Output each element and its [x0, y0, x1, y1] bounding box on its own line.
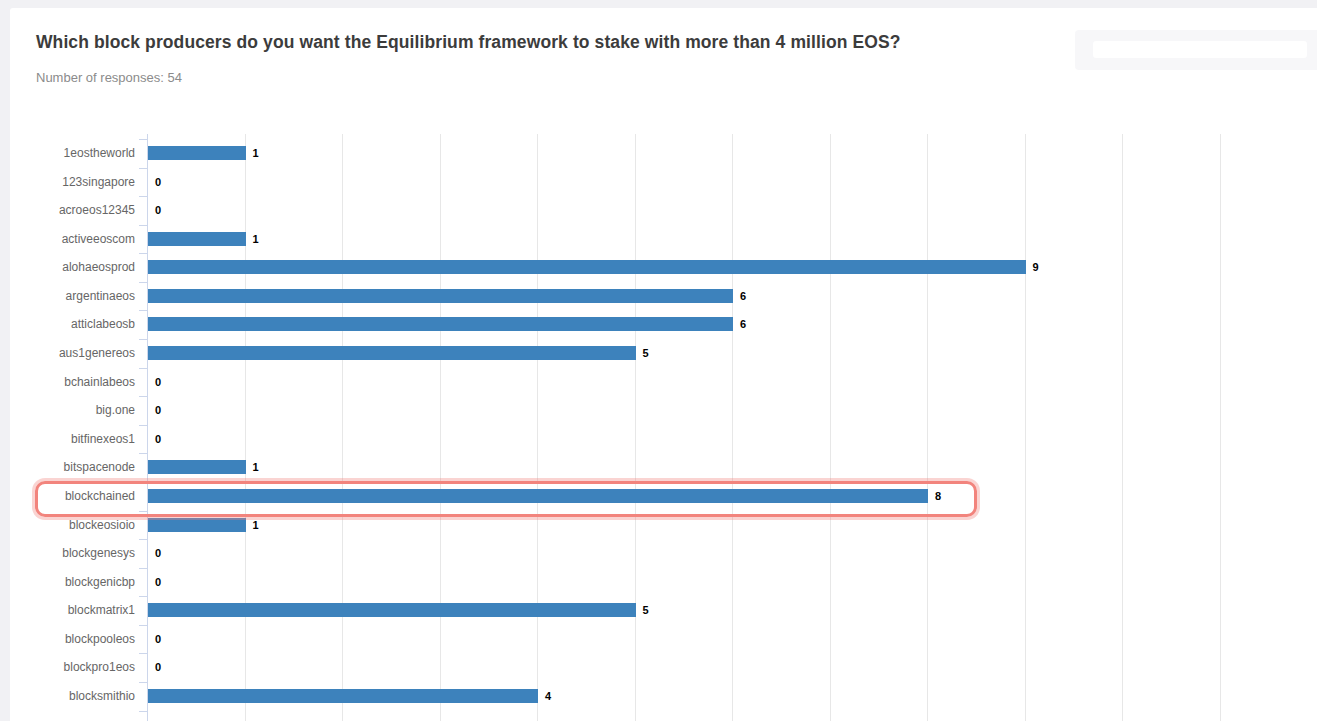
value-label: 0	[155, 576, 161, 588]
axis-tick	[139, 711, 147, 712]
faded-overlay-button[interactable]	[1075, 30, 1317, 70]
axis-tick	[139, 368, 147, 369]
value-label: 1	[253, 233, 259, 245]
axis-tick	[139, 453, 147, 454]
value-label: 6	[740, 318, 746, 330]
x-gridline	[245, 134, 246, 721]
value-label: 0	[155, 376, 161, 388]
axis-tick	[139, 168, 147, 169]
value-label: 5	[643, 604, 649, 616]
category-label: 1eostheworld	[10, 146, 135, 160]
value-label: 0	[155, 204, 161, 216]
axis-tick	[139, 539, 147, 540]
value-label: 0	[155, 661, 161, 673]
axis-tick	[139, 139, 147, 140]
category-label: alohaeosprod	[10, 260, 135, 274]
survey-result-card: Which block producers do you want the Eq…	[10, 8, 1317, 721]
value-label: 0	[155, 176, 161, 188]
responses-count-label: Number of responses: 54	[36, 70, 182, 85]
category-label: argentinaeos	[10, 289, 135, 303]
x-gridline	[1220, 134, 1221, 721]
bar[interactable]	[148, 146, 246, 160]
axis-tick	[139, 568, 147, 569]
x-gridline	[635, 134, 636, 721]
category-label: big.one	[10, 403, 135, 417]
category-label: blockpro1eos	[10, 660, 135, 674]
value-label: 0	[155, 633, 161, 645]
axis-tick	[139, 511, 147, 512]
bar-chart: 1eostheworld 1 123singapore 0 acroeos12345 0 a…	[10, 134, 1317, 721]
bar[interactable]	[148, 603, 636, 617]
axis-tick	[139, 682, 147, 683]
bar[interactable]	[148, 460, 246, 474]
category-label: activeeoscom	[10, 232, 135, 246]
category-label: 123singapore	[10, 175, 135, 189]
category-label: blockchained	[10, 489, 135, 503]
bar[interactable]	[148, 518, 246, 532]
axis-tick	[139, 625, 147, 626]
category-label: blockpooleos	[10, 632, 135, 646]
axis-tick	[139, 282, 147, 283]
value-label: 9	[1033, 261, 1039, 273]
x-gridline	[440, 134, 441, 721]
bar[interactable]	[148, 232, 246, 246]
value-label: 0	[155, 404, 161, 416]
bar[interactable]	[148, 289, 733, 303]
value-label: 4	[545, 690, 551, 702]
x-gridline	[927, 134, 928, 721]
axis-tick	[139, 396, 147, 397]
axis-tick	[139, 596, 147, 597]
faded-button-label	[1093, 41, 1307, 58]
value-label: 0	[155, 433, 161, 445]
value-label: 1	[253, 461, 259, 473]
value-label: 1	[253, 519, 259, 531]
value-label: 0	[155, 547, 161, 559]
question-title: Which block producers do you want the Eq…	[36, 32, 1077, 53]
category-label: atticlabeosb	[10, 317, 135, 331]
value-label: 8	[935, 490, 941, 502]
bar[interactable]	[148, 317, 733, 331]
axis-tick	[139, 339, 147, 340]
x-gridline	[342, 134, 343, 721]
axis-tick	[139, 225, 147, 226]
axis-tick	[139, 196, 147, 197]
category-label: bitspacenode	[10, 460, 135, 474]
bar[interactable]	[148, 260, 1026, 274]
axis-tick	[139, 482, 147, 483]
category-label: blockeosioio	[10, 518, 135, 532]
x-gridline	[1025, 134, 1026, 721]
category-label: blocksmithio	[10, 689, 135, 703]
axis-tick	[139, 653, 147, 654]
value-label: 6	[740, 290, 746, 302]
x-gridline	[732, 134, 733, 721]
x-gridline	[1122, 134, 1123, 721]
category-label: acroeos12345	[10, 203, 135, 217]
category-label: blockgenicbp	[10, 575, 135, 589]
bar[interactable]	[148, 489, 928, 503]
category-label: blockgenesys	[10, 546, 135, 560]
page-background: Which block producers do you want the Eq…	[0, 0, 1317, 721]
x-gridline	[537, 134, 538, 721]
value-label: 5	[643, 347, 649, 359]
category-label: bchainlabeos	[10, 375, 135, 389]
bar[interactable]	[148, 689, 538, 703]
axis-tick	[139, 310, 147, 311]
y-axis-line	[147, 134, 148, 721]
axis-tick	[139, 425, 147, 426]
value-label: 1	[253, 147, 259, 159]
bar[interactable]	[148, 346, 636, 360]
x-gridline	[830, 134, 831, 721]
axis-tick	[139, 253, 147, 254]
category-label: bitfinexeos1	[10, 432, 135, 446]
category-label: aus1genereos	[10, 346, 135, 360]
category-label: blockmatrix1	[10, 603, 135, 617]
